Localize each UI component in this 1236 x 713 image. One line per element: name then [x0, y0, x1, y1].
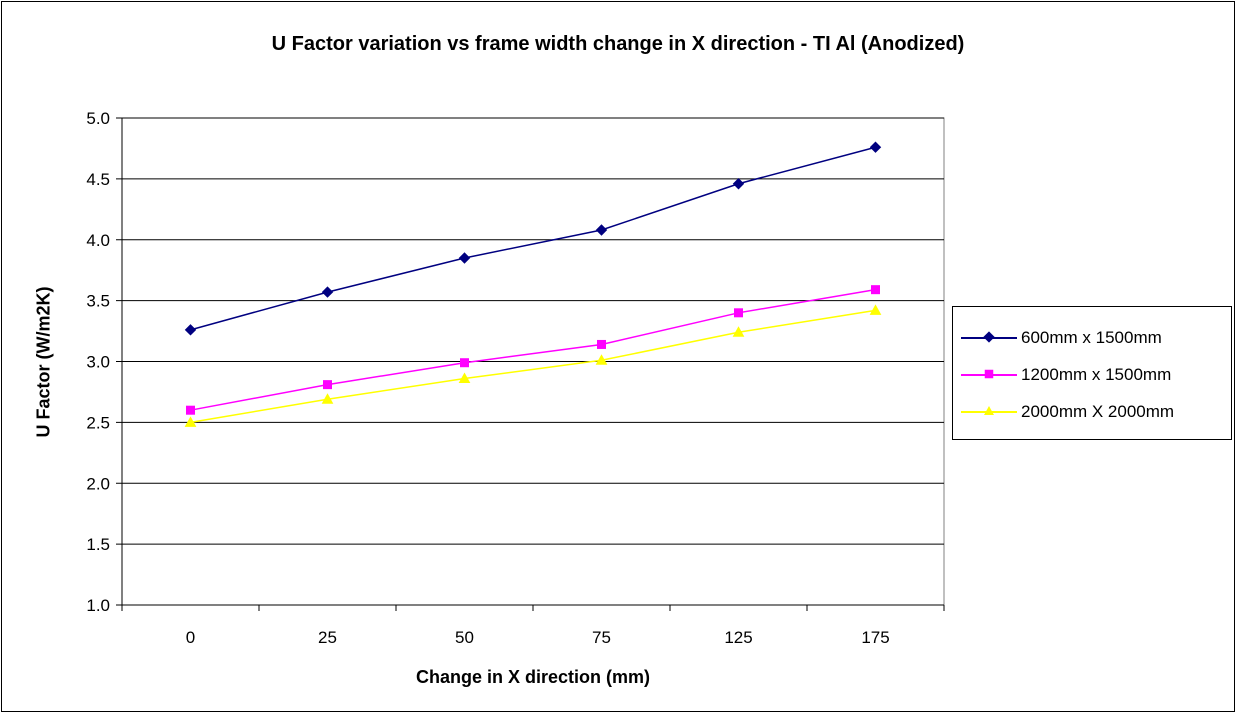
series-line-3	[190, 309, 876, 424]
y-tick-label: 4.5	[86, 170, 110, 189]
data-point-series-1	[321, 286, 334, 298]
data-point-series-2	[460, 358, 469, 368]
y-tick-label: 4.0	[86, 231, 110, 250]
x-tick-label: 25	[318, 628, 337, 647]
legend-item: 1200mm x 1500mm	[959, 362, 1171, 388]
x-tick-label: 50	[455, 628, 474, 647]
data-point-series-3	[732, 326, 745, 337]
legend-swatch	[959, 399, 1019, 425]
x-tick-label: 125	[724, 628, 752, 647]
data-point-series-3	[184, 416, 197, 427]
data-point-series-3	[458, 372, 471, 384]
y-tick-label: 1.5	[86, 535, 110, 554]
x-tick-label: 0	[186, 628, 195, 647]
legend-item: 2000mm X 2000mm	[959, 399, 1174, 425]
data-point-series-1	[869, 141, 882, 153]
y-tick-label: 2.0	[86, 474, 110, 493]
y-tick-label: 1.0	[86, 596, 110, 615]
y-axis-title: U Factor (W/m2K)	[33, 286, 54, 438]
data-point-series-2	[186, 405, 195, 415]
data-point-series-3	[595, 354, 608, 365]
data-point-series-2	[871, 285, 880, 295]
data-point-series-2	[734, 308, 743, 318]
y-tick-label: 2.5	[86, 413, 110, 432]
legend-swatch	[959, 362, 1019, 388]
data-point-series-3	[869, 304, 882, 315]
data-point-series-3	[321, 393, 334, 404]
legend: 600mm x 1500mm 1200mm x 1500mm 2000mm X 20…	[952, 306, 1232, 440]
x-tick-label: 75	[592, 628, 611, 647]
data-point-series-2	[597, 339, 606, 349]
series-line-1	[190, 146, 876, 331]
legend-swatch	[959, 325, 1019, 351]
data-point-series-1	[595, 224, 608, 236]
legend-item: 600mm x 1500mm	[959, 325, 1162, 351]
data-point-series-2	[323, 380, 332, 390]
x-tick-label: 175	[861, 628, 889, 647]
data-point-series-1	[458, 252, 471, 264]
legend-label: 1200mm x 1500mm	[1021, 365, 1172, 384]
chart-title: U Factor variation vs frame width change…	[271, 33, 965, 55]
y-tick-label: 5.0	[86, 109, 110, 128]
legend-label: 600mm x 1500mm	[1021, 328, 1162, 347]
data-point-series-1	[732, 178, 745, 190]
y-tick-label: 3.0	[86, 353, 110, 372]
series-line-2	[190, 288, 876, 411]
y-tick-label: 3.5	[86, 292, 110, 311]
data-point-series-1	[184, 324, 197, 336]
legend-label: 2000mm X 2000mm	[1021, 402, 1175, 421]
x-axis-title: Change in X direction (mm)	[415, 667, 651, 687]
